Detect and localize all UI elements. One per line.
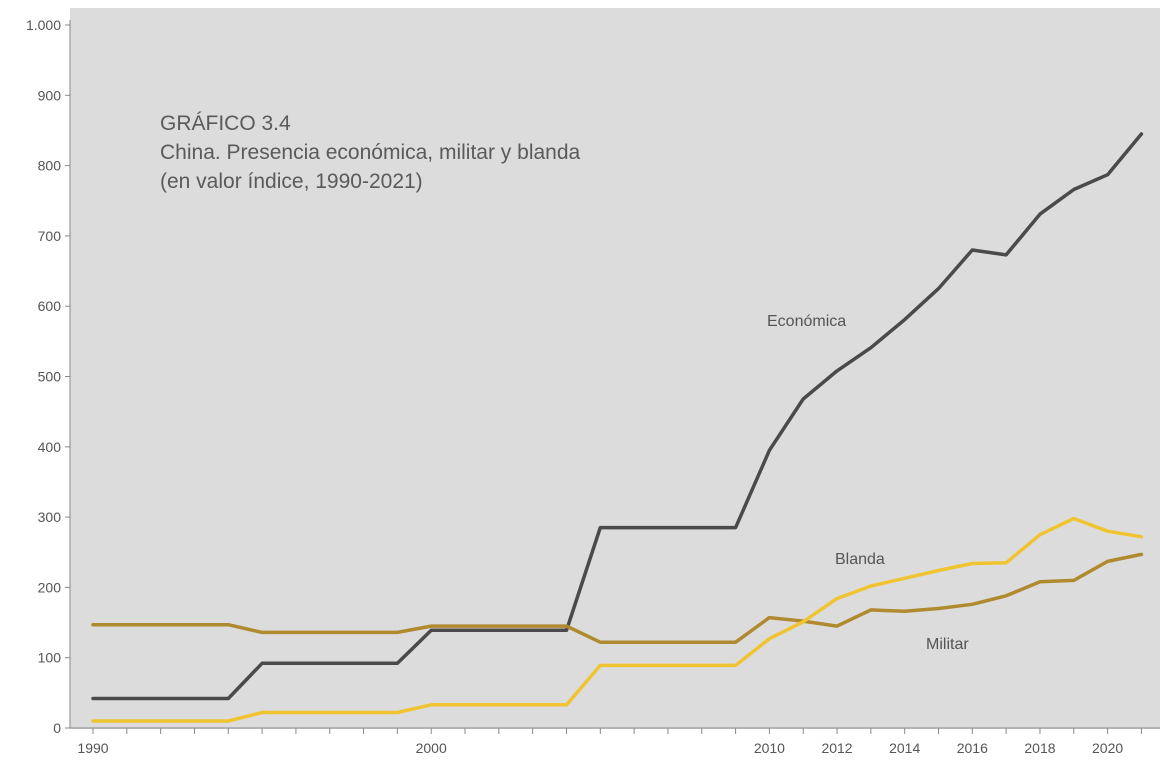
y-tick-label: 500: [38, 369, 62, 385]
series-line-blanda: [91, 516, 1144, 723]
x-tick-label: 2018: [1024, 740, 1055, 756]
x-tick-label: 2020: [1092, 740, 1123, 756]
chart-title-line-1: GRÁFICO 3.4: [160, 112, 291, 135]
plot-background: [70, 8, 1160, 729]
y-tick-label: 600: [38, 298, 62, 314]
y-tick-label: 300: [38, 509, 62, 525]
y-tick-label: 200: [38, 579, 62, 595]
y-tick-label: 1.000: [26, 17, 61, 33]
x-tick-label: 1990: [77, 740, 108, 756]
axes: 0 100 200 300 400 500 600 700 800 900 1.000 1990 200…: [26, 17, 1160, 756]
chart-title-line-2: China. Presencia económica, militar y bl…: [160, 141, 581, 164]
x-tick-label: 2000: [416, 740, 447, 756]
x-tick-label: 2016: [957, 740, 988, 756]
y-tick-label: 900: [38, 87, 62, 103]
series-line-militar: [91, 552, 1144, 644]
series-line-economica: [91, 132, 1144, 701]
series-label-militar: Militar: [926, 636, 969, 653]
y-tick-label: 400: [38, 439, 62, 455]
series-lines: [91, 132, 1144, 723]
chart-title-line-3: (en valor índice, 1990-2021): [160, 170, 423, 193]
series-label-blanda: Blanda: [835, 551, 885, 568]
x-tick-label: 2010: [754, 740, 785, 756]
x-tick-label: 2012: [821, 740, 852, 756]
series-label-economica: Económica: [767, 313, 847, 330]
y-tick-label: 700: [38, 228, 62, 244]
y-tick-label: 100: [38, 650, 62, 666]
x-tick-label: 2014: [889, 740, 920, 756]
y-tick-label: 800: [38, 158, 62, 174]
y-tick-label: 0: [53, 720, 61, 736]
chart-title-block: GRÁFICO 3.4 China. Presencia económica, …: [160, 109, 580, 196]
